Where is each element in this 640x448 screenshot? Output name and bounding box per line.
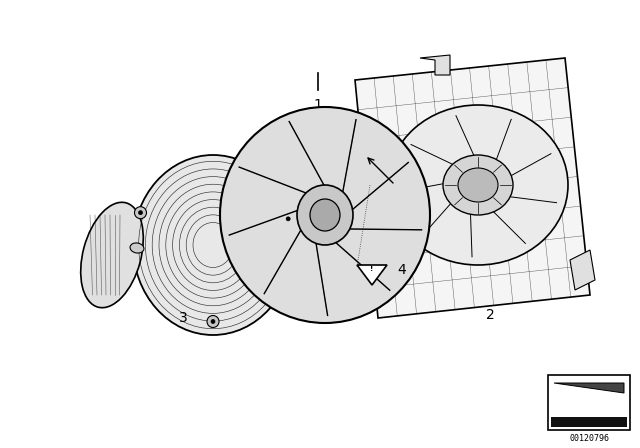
Circle shape [282, 213, 294, 225]
Ellipse shape [458, 168, 498, 202]
Text: 1: 1 [314, 98, 323, 112]
Text: 2: 2 [486, 308, 494, 322]
Ellipse shape [310, 199, 340, 231]
Ellipse shape [297, 185, 353, 245]
Text: 00120796: 00120796 [569, 434, 609, 443]
Ellipse shape [130, 243, 144, 253]
Circle shape [138, 211, 143, 215]
Ellipse shape [133, 155, 293, 335]
Polygon shape [357, 265, 387, 285]
Polygon shape [355, 58, 590, 318]
Text: 4: 4 [397, 263, 406, 277]
Ellipse shape [443, 155, 513, 215]
Circle shape [211, 319, 215, 323]
Text: 3: 3 [179, 311, 188, 325]
Circle shape [286, 217, 290, 221]
FancyBboxPatch shape [551, 417, 627, 427]
Text: !: ! [371, 266, 374, 272]
Ellipse shape [81, 202, 143, 308]
Polygon shape [420, 55, 450, 75]
Circle shape [207, 315, 219, 327]
Polygon shape [570, 250, 595, 290]
Ellipse shape [388, 105, 568, 265]
FancyBboxPatch shape [548, 375, 630, 430]
Ellipse shape [220, 107, 430, 323]
Circle shape [134, 207, 147, 219]
Polygon shape [554, 383, 624, 393]
